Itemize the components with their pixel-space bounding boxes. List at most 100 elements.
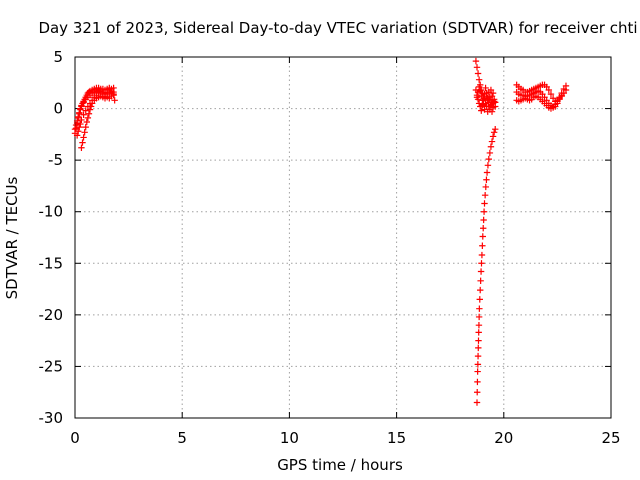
data-point (73, 117, 81, 125)
data-point (474, 368, 481, 375)
series-night-arc-3 (513, 91, 565, 112)
data-point (488, 138, 496, 145)
data-point (482, 84, 489, 92)
data-point (481, 200, 488, 207)
data-point (71, 126, 79, 133)
data-point (79, 139, 86, 146)
data-point (478, 107, 485, 114)
data-point (111, 97, 118, 104)
chart-title: Day 321 of 2023, Sidereal Day-to-day VTE… (38, 19, 637, 37)
data-point (78, 144, 85, 151)
data-point (480, 225, 487, 232)
data-point (473, 94, 481, 101)
y-axis-label: SDTVAR / TECUs (3, 176, 21, 299)
data-point (547, 90, 555, 98)
x-axis-label: GPS time / hours (277, 456, 403, 474)
data-point (82, 123, 89, 131)
y-tick-label: 5 (53, 48, 63, 66)
data-point (483, 176, 490, 183)
data-point (81, 129, 88, 136)
grid-lines (75, 57, 611, 418)
data-point (475, 100, 483, 107)
y-tick-label: -30 (39, 409, 64, 427)
data-point (482, 100, 489, 107)
y-tick-label: -10 (39, 203, 64, 221)
data-points (71, 57, 570, 406)
data-point (481, 192, 489, 199)
plot-frame (74, 56, 612, 419)
data-point (477, 286, 484, 294)
data-point (474, 352, 482, 360)
data-point (488, 92, 496, 100)
data-point (472, 57, 480, 65)
data-point (101, 92, 109, 100)
x-tick-label: 10 (280, 429, 299, 447)
data-point (486, 149, 494, 157)
x-tick-label: 5 (177, 429, 187, 447)
data-point (475, 344, 482, 352)
series-evening-cluster-3 (473, 83, 497, 115)
data-point (477, 268, 485, 275)
data-point (478, 251, 486, 259)
data-point (545, 86, 553, 94)
x-tick-label: 20 (494, 429, 513, 447)
x-tick-label: 25 (601, 429, 620, 447)
data-point (479, 233, 486, 240)
data-point (482, 183, 489, 191)
data-point (474, 361, 482, 368)
data-point (474, 70, 482, 77)
data-point (82, 107, 89, 114)
data-point (80, 111, 87, 118)
data-point (477, 87, 484, 95)
y-tick-label: -20 (39, 306, 64, 324)
data-point (558, 91, 565, 99)
data-point (475, 337, 482, 344)
data-point (84, 114, 92, 122)
data-point (492, 126, 499, 133)
data-point (480, 216, 487, 224)
data-point (478, 92, 485, 100)
data-point (475, 313, 483, 321)
x-tick-labels: 0 5 10 15 20 25 (70, 429, 620, 447)
data-point (72, 121, 80, 129)
y-tick-label: 0 (53, 100, 63, 118)
data-point (476, 296, 483, 303)
data-point (76, 123, 83, 131)
data-point (485, 155, 492, 163)
data-point (77, 105, 84, 112)
series-evening-drop (473, 126, 499, 406)
data-point (78, 116, 85, 124)
data-point (80, 134, 87, 141)
y-tick-label: -5 (48, 151, 63, 169)
data-point (110, 88, 117, 96)
data-point (479, 242, 486, 249)
y-tick-label: -25 (39, 357, 64, 375)
data-point (77, 120, 84, 128)
data-point (83, 118, 90, 126)
data-point (475, 83, 483, 91)
data-point (480, 208, 488, 215)
y-tick-label: -15 (39, 254, 64, 272)
data-point (475, 321, 483, 329)
data-point (85, 88, 93, 96)
data-point (483, 169, 491, 176)
data-point (489, 133, 497, 140)
data-point (484, 162, 492, 169)
data-point (75, 113, 82, 121)
data-point (489, 104, 497, 111)
data-point (73, 132, 81, 139)
series-morning-arc-4 (73, 86, 117, 139)
series-evening-cluster-2 (472, 84, 499, 114)
data-point (85, 110, 93, 117)
data-point (474, 389, 481, 396)
data-point (487, 143, 495, 150)
data-point (476, 305, 483, 312)
data-point (488, 108, 496, 115)
data-point (490, 129, 498, 136)
data-point (478, 260, 485, 267)
data-point (475, 329, 482, 336)
data-point (75, 128, 82, 135)
data-point (475, 76, 483, 83)
series-night-arc-1 (513, 81, 570, 105)
